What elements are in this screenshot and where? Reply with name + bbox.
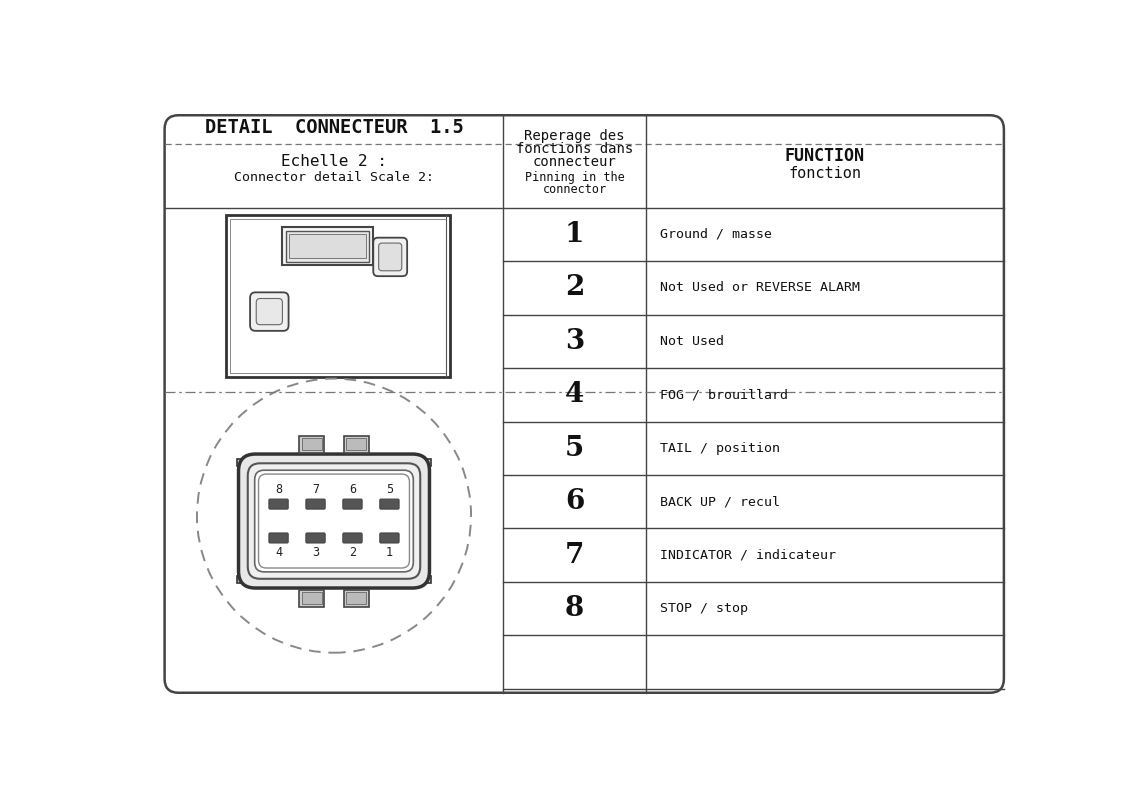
Text: 5: 5: [565, 434, 584, 462]
Text: INDICATOR / indicateur: INDICATOR / indicateur: [660, 549, 836, 562]
Text: 1: 1: [565, 221, 585, 248]
Text: Reperage des: Reperage des: [524, 129, 625, 143]
FancyBboxPatch shape: [269, 499, 288, 509]
Bar: [344, 435, 368, 453]
Text: fonctions dans: fonctions dans: [516, 142, 633, 156]
Bar: [347, 438, 366, 450]
Bar: [302, 438, 321, 450]
Bar: [283, 227, 373, 266]
FancyBboxPatch shape: [306, 499, 325, 509]
Text: Not Used or REVERSE ALARM: Not Used or REVERSE ALARM: [660, 282, 860, 294]
Text: 2: 2: [349, 546, 356, 559]
FancyBboxPatch shape: [380, 499, 399, 509]
FancyBboxPatch shape: [259, 474, 409, 568]
Text: Ground / masse: Ground / masse: [660, 228, 772, 241]
Bar: [237, 458, 431, 466]
Text: connector: connector: [543, 182, 606, 196]
Text: 4: 4: [565, 382, 584, 408]
Text: 8: 8: [565, 595, 584, 622]
FancyBboxPatch shape: [250, 292, 288, 331]
Bar: [344, 590, 368, 606]
Text: STOP / stop: STOP / stop: [660, 602, 748, 615]
Bar: [300, 590, 324, 606]
Bar: [347, 592, 366, 604]
Text: TAIL / position: TAIL / position: [660, 442, 780, 454]
Text: 1: 1: [385, 546, 393, 559]
Text: 7: 7: [565, 542, 585, 569]
FancyBboxPatch shape: [254, 470, 414, 572]
Text: 6: 6: [349, 483, 356, 496]
Bar: [230, 219, 446, 373]
Text: connecteur: connecteur: [532, 155, 617, 170]
Text: DETAIL  CONNECTEUR  1.5: DETAIL CONNECTEUR 1.5: [204, 118, 463, 138]
Text: BACK UP / recul: BACK UP / recul: [660, 495, 780, 508]
FancyBboxPatch shape: [164, 115, 1004, 693]
Bar: [286, 230, 369, 262]
Bar: [302, 592, 321, 604]
FancyBboxPatch shape: [373, 238, 407, 276]
Text: 7: 7: [312, 483, 319, 496]
Text: 5: 5: [385, 483, 393, 496]
Text: FUNCTION: FUNCTION: [784, 147, 865, 165]
FancyBboxPatch shape: [269, 533, 288, 543]
FancyBboxPatch shape: [247, 463, 421, 578]
Text: 6: 6: [565, 488, 585, 515]
Bar: [290, 234, 366, 258]
FancyBboxPatch shape: [238, 454, 430, 588]
Text: Connector detail Scale 2:: Connector detail Scale 2:: [234, 171, 434, 184]
FancyBboxPatch shape: [343, 533, 363, 543]
Text: 2: 2: [565, 274, 585, 302]
Text: 3: 3: [312, 546, 319, 559]
Text: 3: 3: [565, 328, 584, 355]
Text: Echelle 2 :: Echelle 2 :: [282, 154, 386, 169]
FancyBboxPatch shape: [380, 533, 399, 543]
FancyBboxPatch shape: [343, 499, 363, 509]
Text: fonction: fonction: [789, 166, 862, 181]
Text: 4: 4: [275, 546, 282, 559]
Text: FOG / brouillard: FOG / brouillard: [660, 388, 788, 402]
FancyBboxPatch shape: [378, 243, 401, 270]
Text: Not Used: Not Used: [660, 335, 724, 348]
Bar: [237, 576, 431, 583]
Text: 8: 8: [275, 483, 282, 496]
FancyBboxPatch shape: [256, 298, 283, 325]
Text: Pinning in the: Pinning in the: [524, 171, 625, 184]
FancyBboxPatch shape: [306, 533, 325, 543]
Bar: [300, 435, 324, 453]
Bar: [226, 215, 449, 377]
